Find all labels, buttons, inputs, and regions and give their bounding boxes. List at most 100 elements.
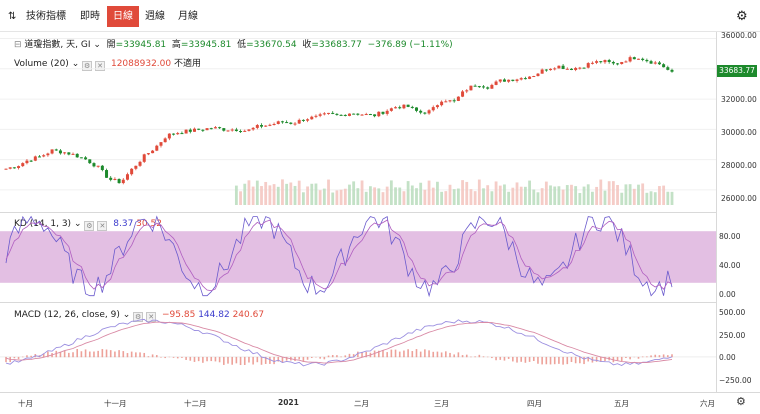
candle: [176, 133, 180, 135]
macd-hist-bar: [495, 356, 497, 361]
candle: [17, 166, 21, 168]
period-daily[interactable]: 日線: [107, 6, 139, 27]
candle: [226, 130, 230, 132]
macd-hist-bar: [164, 356, 166, 359]
volume-bar: [528, 180, 531, 205]
candle: [310, 116, 314, 120]
volume-bar: [327, 179, 330, 205]
candle: [218, 127, 222, 129]
period-monthly[interactable]: 月線: [178, 11, 198, 22]
macd-hist-bar: [352, 354, 355, 358]
symbol-label[interactable]: 道瓊指數, 天, GI: [24, 40, 91, 50]
close-icon[interactable]: ✕: [146, 312, 157, 322]
macd-hist-bar: [340, 356, 342, 358]
volume-bar: [419, 182, 423, 205]
volume-bar: [490, 191, 494, 205]
period-realtime[interactable]: 即時: [80, 11, 100, 22]
volume-bar: [494, 181, 498, 205]
kd-pane-divider: [0, 212, 716, 213]
candle: [569, 68, 573, 70]
macd-hist-bar: [411, 351, 414, 358]
close-icon[interactable]: ✕: [95, 61, 106, 71]
macd-hist-bar: [114, 351, 116, 358]
macd-hist-bar: [197, 356, 200, 362]
kd-tick: 80.00: [719, 232, 741, 241]
macd-hist-bar: [382, 350, 384, 358]
volume-bar: [356, 188, 360, 205]
chevron-down-icon[interactable]: ⌄: [73, 219, 82, 229]
macd-hist-bar: [558, 356, 560, 364]
settings-icon[interactable]: ⚙: [133, 312, 144, 322]
macd-hist-bar: [160, 356, 162, 358]
candle: [452, 100, 456, 102]
kd-label[interactable]: KD (14, 1, 3): [14, 219, 72, 229]
volume-bar: [628, 184, 632, 205]
candle: [645, 59, 649, 62]
macd-hist-bar: [491, 356, 493, 359]
candle: [540, 69, 544, 74]
chevron-down-icon[interactable]: ⌄: [93, 40, 101, 50]
settings-icon[interactable]: ⚙: [84, 221, 95, 231]
candle: [285, 122, 289, 124]
macd-hist-bar: [130, 351, 133, 358]
candle: [394, 107, 398, 109]
macd-hist-bar: [109, 350, 112, 358]
high-label: 高: [171, 40, 181, 50]
volume-bar: [389, 180, 393, 205]
macd-hist-bar: [507, 356, 510, 359]
candle: [662, 64, 666, 68]
volume-bar: [599, 179, 603, 205]
candle: [146, 153, 150, 155]
candle: [125, 174, 129, 180]
volume-bar: [540, 188, 544, 205]
macd-hist-bar: [59, 351, 62, 358]
candle: [377, 111, 381, 117]
candle: [142, 154, 146, 162]
macd-hist-bar: [260, 356, 263, 365]
collapse-icon[interactable]: ⊟: [14, 40, 22, 50]
candle: [657, 62, 661, 65]
candle: [599, 61, 603, 63]
gear-icon[interactable]: ⚙: [736, 9, 748, 24]
candle: [276, 121, 280, 124]
candle: [628, 57, 632, 62]
close-icon[interactable]: ✕: [97, 221, 108, 231]
gear-icon[interactable]: ⚙: [736, 395, 746, 408]
volume-bar: [670, 191, 674, 205]
candle: [138, 161, 142, 166]
macd-label[interactable]: MACD (12, 26, close, 9): [14, 310, 120, 320]
macd-hist-bar: [377, 350, 380, 358]
indicator-icon[interactable]: ⇅: [8, 11, 17, 22]
candle: [130, 168, 134, 175]
chevron-down-icon[interactable]: ⌄: [71, 59, 80, 69]
candle: [96, 165, 100, 167]
candle: [574, 67, 578, 70]
macd-hist-bar: [264, 356, 267, 364]
macd-hist-bar: [277, 356, 280, 362]
kd-k-value: 8.37: [113, 219, 134, 229]
volume-bar: [666, 191, 670, 205]
macd-hist-bar: [449, 352, 451, 358]
macd-hist-bar: [63, 350, 66, 358]
candle: [38, 156, 42, 158]
macd-hist-bar: [101, 349, 104, 358]
macd-hist-bar: [419, 351, 422, 358]
candle: [431, 107, 435, 111]
period-weekly[interactable]: 週線: [145, 11, 165, 22]
candle: [21, 163, 25, 167]
macd-hist-bar: [465, 354, 468, 358]
chevron-down-icon[interactable]: ⌄: [122, 310, 131, 320]
candle: [213, 127, 217, 129]
time-tick: 2021: [278, 398, 299, 407]
candle: [373, 114, 377, 117]
indicator-button[interactable]: 技術指標: [26, 11, 66, 22]
volume-label[interactable]: Volume (20): [14, 59, 69, 69]
macd-hist-bar: [532, 356, 535, 361]
candle: [549, 68, 553, 71]
macd-hist-bar: [524, 356, 527, 363]
settings-icon[interactable]: ⚙: [82, 61, 93, 71]
chart-canvas[interactable]: [0, 0, 716, 392]
macd-hist-bar: [306, 356, 309, 360]
volume-bar: [310, 183, 314, 205]
candle: [419, 110, 423, 113]
